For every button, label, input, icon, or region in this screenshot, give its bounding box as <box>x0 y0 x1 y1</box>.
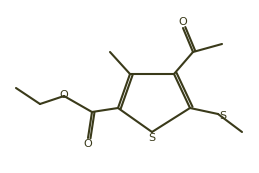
Text: S: S <box>219 111 226 121</box>
Text: O: O <box>179 17 187 27</box>
Text: O: O <box>84 139 92 149</box>
Text: O: O <box>60 90 68 100</box>
Text: S: S <box>148 133 156 143</box>
